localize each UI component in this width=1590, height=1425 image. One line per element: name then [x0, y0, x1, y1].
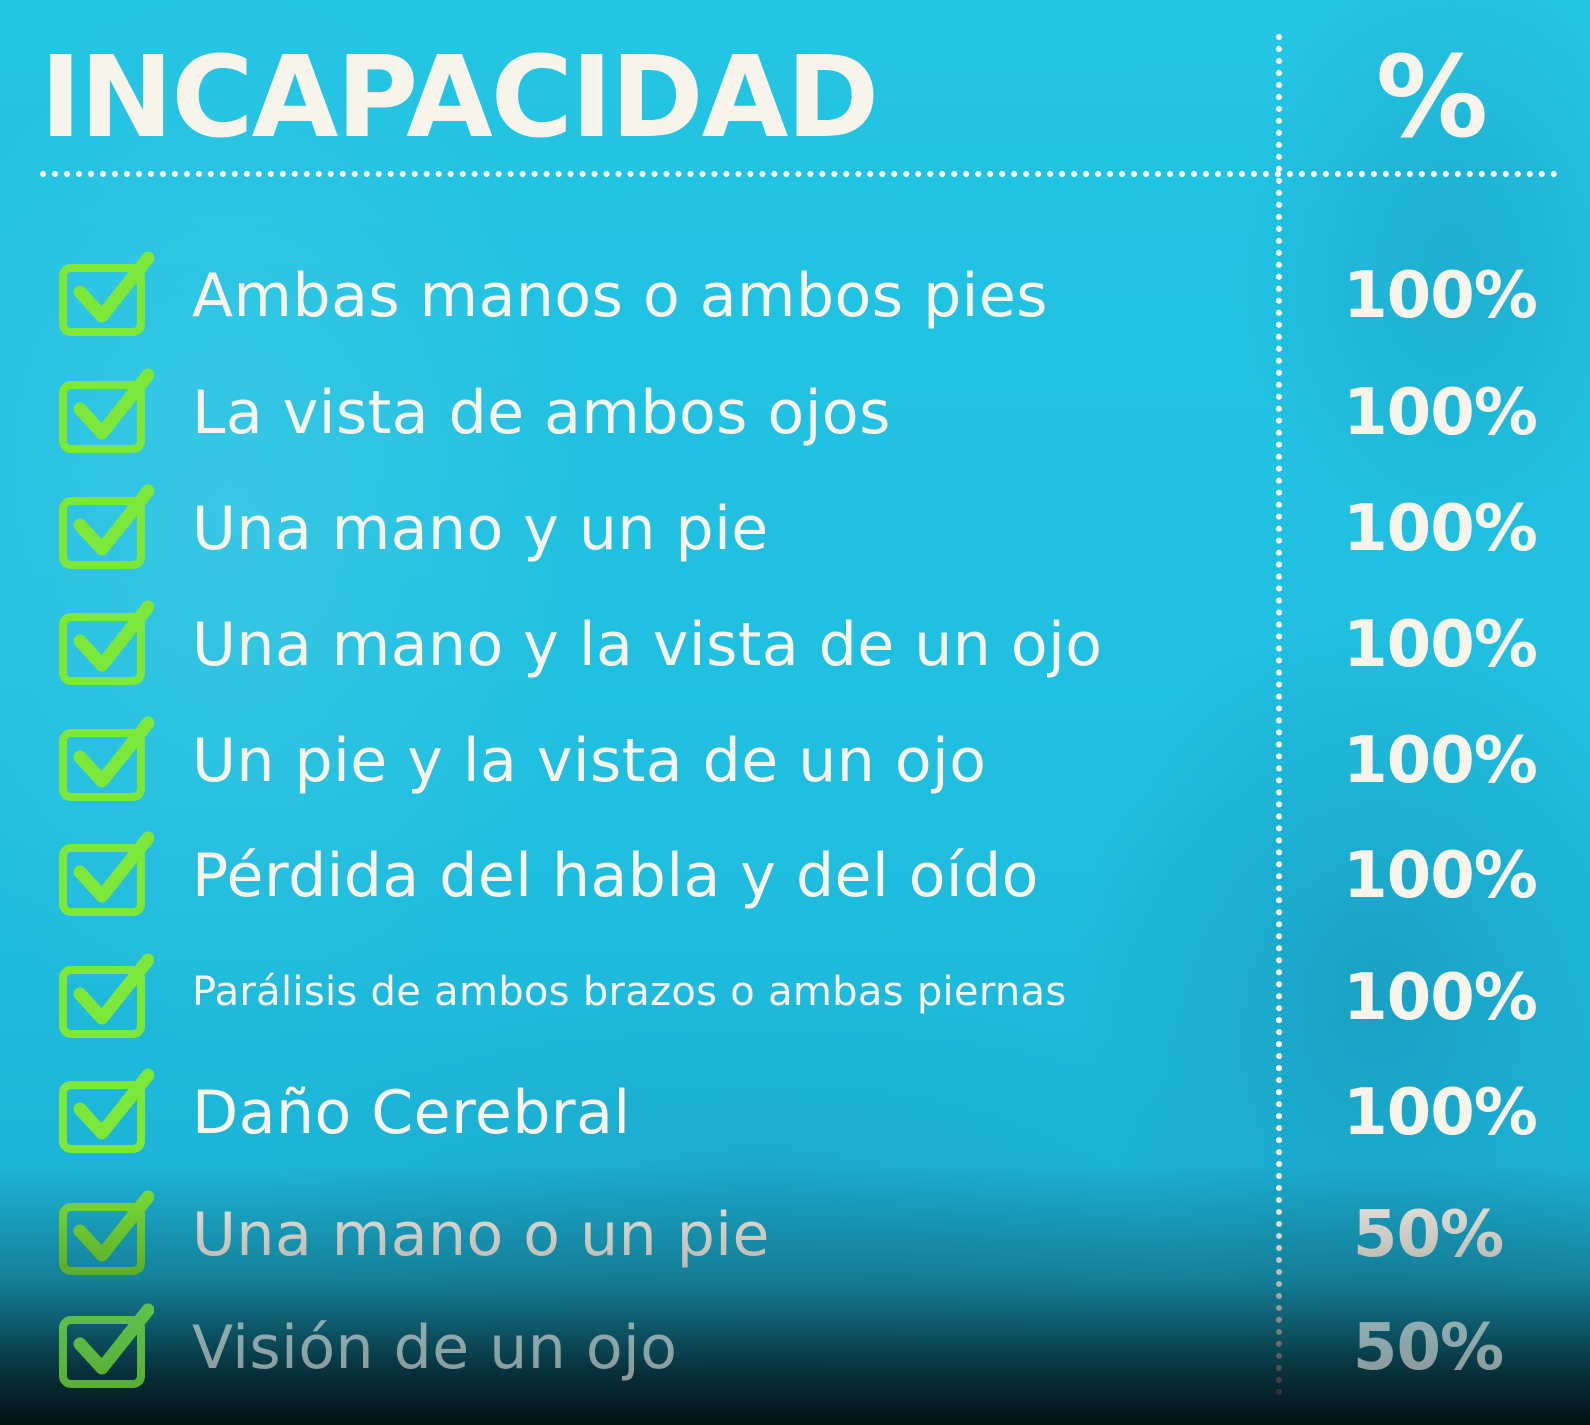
checkbox-checked-icon	[58, 1300, 154, 1388]
item-label: Un pie y la vista de un ojo	[192, 726, 987, 796]
checkbox-checked-icon	[58, 597, 154, 685]
list-item: Un pie y la vista de un ojo 100%	[0, 703, 1590, 819]
item-percent: 100%	[1343, 1076, 1538, 1150]
list-item: Ambas manos o ambos pies 100%	[0, 238, 1590, 354]
list-item: Parálisis de ambos brazos o ambas pierna…	[0, 940, 1590, 1056]
item-label: Una mano o un pie	[192, 1200, 770, 1270]
page-title: INCAPACIDAD	[40, 33, 879, 163]
item-percent: 50%	[1352, 1311, 1504, 1385]
checkbox-checked-icon	[58, 828, 154, 916]
list-item: Una mano o un pie 50%	[0, 1177, 1590, 1293]
item-label: Pérdida del habla y del oído	[192, 841, 1039, 911]
checkbox-checked-icon	[58, 248, 154, 336]
item-percent: 100%	[1343, 376, 1538, 450]
item-label: Parálisis de ambos brazos o ambas pierna…	[192, 969, 1067, 1015]
list-item: Pérdida del habla y del oído 100%	[0, 818, 1590, 934]
checkbox-checked-icon	[58, 950, 154, 1038]
item-percent: 50%	[1352, 1198, 1504, 1272]
column-divider	[1276, 34, 1282, 1396]
item-percent: 100%	[1343, 259, 1538, 333]
list-item: Daño Cerebral 100%	[0, 1055, 1590, 1171]
header-divider	[40, 171, 1558, 177]
percent-column-header: %	[1375, 33, 1489, 163]
item-percent: 100%	[1343, 492, 1538, 566]
item-percent: 100%	[1343, 608, 1538, 682]
item-label: Una mano y un pie	[192, 494, 769, 564]
item-percent: 100%	[1343, 839, 1538, 913]
item-label: Una mano y la vista de un ojo	[192, 610, 1103, 680]
item-label: La vista de ambos ojos	[192, 378, 891, 448]
list-item: Una mano y la vista de un ojo 100%	[0, 587, 1590, 703]
list-item: Una mano y un pie 100%	[0, 471, 1590, 587]
item-label: Ambas manos o ambos pies	[192, 261, 1049, 331]
item-percent: 100%	[1343, 961, 1538, 1035]
item-label: Daño Cerebral	[192, 1078, 631, 1148]
checkbox-checked-icon	[58, 713, 154, 801]
item-percent: 100%	[1343, 724, 1538, 798]
list-item: La vista de ambos ojos 100%	[0, 355, 1590, 471]
checkbox-checked-icon	[58, 365, 154, 453]
checkbox-checked-icon	[58, 481, 154, 569]
list-item: Visión de un ojo 50%	[0, 1290, 1590, 1406]
item-label: Visión de un ojo	[192, 1313, 678, 1383]
checkbox-checked-icon	[58, 1065, 154, 1153]
checkbox-checked-icon	[58, 1187, 154, 1275]
